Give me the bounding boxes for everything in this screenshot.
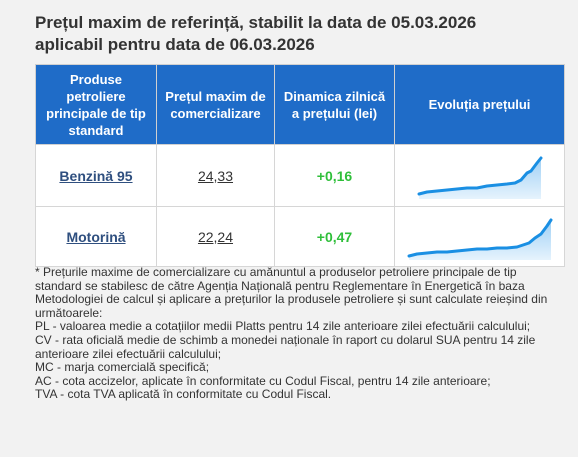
footnote-pl: PL - valoarea medie a cotațiilor medii P… [35, 319, 531, 334]
product-link-motorina[interactable]: Motorină [66, 228, 126, 245]
footnote-intro: * Prețurile maxime de comercializare cu … [35, 265, 548, 320]
delta-cell: +0,16 [274, 144, 395, 207]
delta-value: +0,16 [316, 167, 353, 184]
delta-value: +0,47 [316, 228, 353, 245]
header-products: Produse petroliere principale de tip sta… [35, 64, 157, 145]
page-title: Prețul maxim de referință, stabilit la d… [35, 12, 565, 56]
sparkline-benzina [417, 156, 542, 199]
title-line-2: aplicabil pentru data de 06.03.2026 [35, 35, 315, 54]
header-price-evolution: Evoluția prețului [394, 64, 565, 145]
footnotes: * Prețurile maxime de comercializare cu … [35, 265, 555, 402]
price-value[interactable]: 22,24 [197, 228, 234, 245]
header-max-price: Prețul maxim de comercializare [156, 64, 275, 145]
price-cell: 24,33 [156, 144, 275, 207]
price-cell: 22,24 [156, 206, 275, 267]
sparkline-motorina [407, 218, 552, 260]
header-daily-dynamics: Dinamica zilnică a prețului (lei) [274, 64, 395, 145]
title-line-1: Prețul maxim de referință, stabilit la d… [35, 13, 477, 32]
table-row: Benzină 95 24,33 +0,16 [35, 144, 565, 207]
product-cell: Benzină 95 [35, 144, 157, 207]
delta-cell: +0,47 [274, 206, 395, 267]
footnote-mc: MC - marja comercială specifică; [35, 360, 210, 375]
product-cell: Motorină [35, 206, 157, 267]
footnote-cv: CV - rata oficială medie de schimb a mon… [35, 332, 536, 361]
table-row: Motorină 22,24 +0,47 [35, 206, 565, 267]
table-header-row: Produse petroliere principale de tip sta… [35, 64, 565, 145]
product-link-benzina[interactable]: Benzină 95 [59, 167, 133, 184]
footnote-tva: TVA - cota TVA aplicată în conformitate … [35, 387, 332, 402]
price-table: Produse petroliere principale de tip sta… [35, 64, 565, 267]
footnote-ac: AC - cota accizelor, aplicate în conform… [35, 373, 491, 388]
price-value[interactable]: 24,33 [197, 167, 234, 184]
sparkline-cell [394, 206, 565, 267]
sparkline-cell [394, 144, 565, 207]
